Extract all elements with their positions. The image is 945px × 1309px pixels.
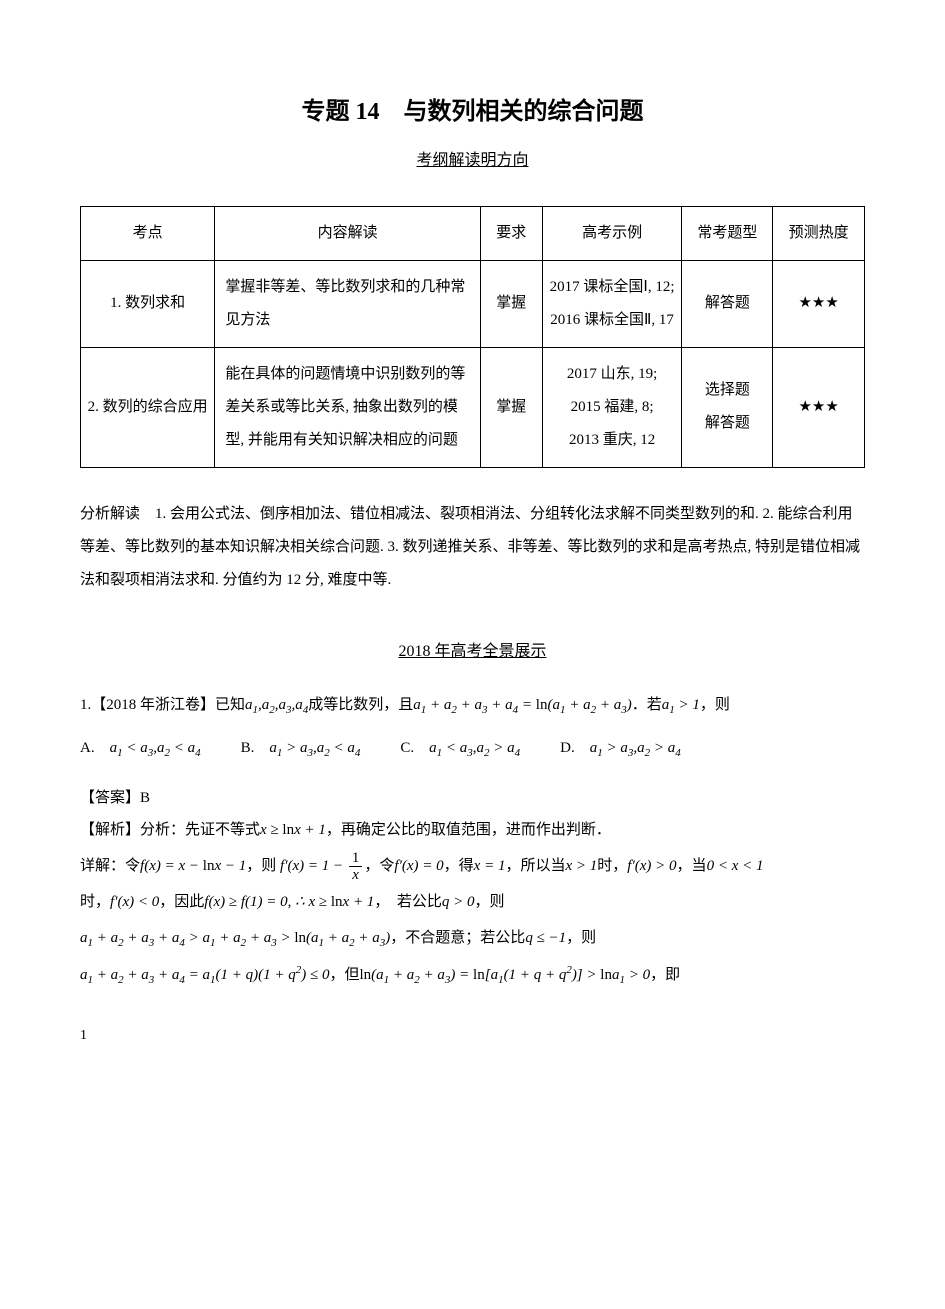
th-redu: 预测热度: [773, 206, 865, 260]
cell-kd: 1. 数列求和: [81, 260, 215, 347]
exp-3e: ， 若公比: [374, 894, 442, 910]
th-shili: 高考示例: [542, 206, 682, 260]
exp-5b: ，但: [329, 967, 359, 983]
exp-2m: ，当: [677, 858, 707, 874]
cell-sl: 2017 课标全国Ⅰ, 12; 2016 课标全国Ⅱ, 17: [542, 260, 682, 347]
option-c: C. a1 < a3,a2 > a4: [400, 734, 520, 764]
cell-kd: 2. 数列的综合应用: [81, 347, 215, 467]
explanation: 【解析】分析：先证不等式x ≥ lnx + 1，再确定公比的取值范围，进而作出判…: [80, 812, 865, 993]
cell-tx: 解答题: [682, 260, 773, 347]
option-b: B. a1 > a3,a2 < a4: [241, 734, 361, 764]
option-d: D. a1 > a3,a2 > a4: [560, 734, 681, 764]
th-neirong: 内容解读: [215, 206, 481, 260]
analysis-paragraph: 分析解读 1. 会用公式法、倒序相加法、错位相减法、裂项相消法、分组转化法求解不…: [80, 498, 865, 597]
cell-yq: 掌握: [480, 347, 542, 467]
exp-2i: ，所以当: [505, 858, 565, 874]
exp-2a: 详解：令: [80, 858, 140, 874]
exp-2g: ，得: [444, 858, 474, 874]
page: 专题 14 与数列相关的综合问题 考纲解读明方向 考点 内容解读 要求 高考示例…: [80, 90, 865, 1050]
question-1: 1.【2018 年浙江卷】已知a1,a2,a3,a4成等比数列，且a1 + a2…: [80, 687, 865, 723]
th-kaodian: 考点: [81, 206, 215, 260]
exp-4b: ，不合题意；若公比: [390, 930, 525, 946]
cell-yq: 掌握: [480, 260, 542, 347]
answer-label: 【答案】B: [80, 784, 865, 813]
cell-tx: 选择题 解答题: [682, 347, 773, 467]
exp-2c: ，则: [246, 858, 276, 874]
exp-3g: ，则: [474, 894, 504, 910]
table-header-row: 考点 内容解读 要求 高考示例 常考题型 预测热度: [81, 206, 865, 260]
cell-rd: ★★★: [773, 347, 865, 467]
page-title: 专题 14 与数列相关的综合问题: [80, 90, 865, 136]
q1-mid1: 成等比数列，且: [308, 697, 413, 713]
cell-nr: 能在具体的问题情境中识别数列的等差关系或等比关系, 抽象出数列的模型, 并能用有…: [215, 347, 481, 467]
page-number: 1: [80, 1023, 865, 1050]
subtitle-syllabus: 考纲解读明方向: [80, 146, 865, 176]
q1-prefix: 1.【2018 年浙江卷】已知: [80, 697, 245, 713]
options-row: A. a1 < a3,a2 < a4 B. a1 > a3,a2 < a4 C.…: [80, 734, 865, 764]
exp-2e: ，令: [364, 858, 394, 874]
exp-3c: ，因此: [159, 894, 204, 910]
table-row: 1. 数列求和 掌握非等差、等比数列求和的几种常见方法 掌握 2017 课标全国…: [81, 260, 865, 347]
q1-mid2: ．若: [632, 697, 662, 713]
section-2018-title: 2018 年高考全景展示: [80, 637, 865, 667]
q1-tail: ，则: [700, 697, 730, 713]
table-row: 2. 数列的综合应用 能在具体的问题情境中识别数列的等差关系或等比关系, 抽象出…: [81, 347, 865, 467]
th-yaoqiu: 要求: [480, 206, 542, 260]
exp-1a: 【解析】分析：先证不等式: [80, 822, 260, 838]
option-a: A. a1 < a3,a2 < a4: [80, 734, 201, 764]
cell-rd: ★★★: [773, 260, 865, 347]
exp-4d: ，则: [566, 930, 596, 946]
exp-3a: 时，: [80, 894, 110, 910]
exp-1c: ，再确定公比的取值范围，进而作出判断．: [326, 822, 611, 838]
cell-nr: 掌握非等差、等比数列求和的几种常见方法: [215, 260, 481, 347]
th-tixing: 常考题型: [682, 206, 773, 260]
exp-5d: ，即: [650, 967, 680, 983]
syllabus-table: 考点 内容解读 要求 高考示例 常考题型 预测热度 1. 数列求和 掌握非等差、…: [80, 206, 865, 468]
cell-sl: 2017 山东, 19; 2015 福建, 8; 2013 重庆, 12: [542, 347, 682, 467]
exp-2k: 时，: [597, 858, 627, 874]
